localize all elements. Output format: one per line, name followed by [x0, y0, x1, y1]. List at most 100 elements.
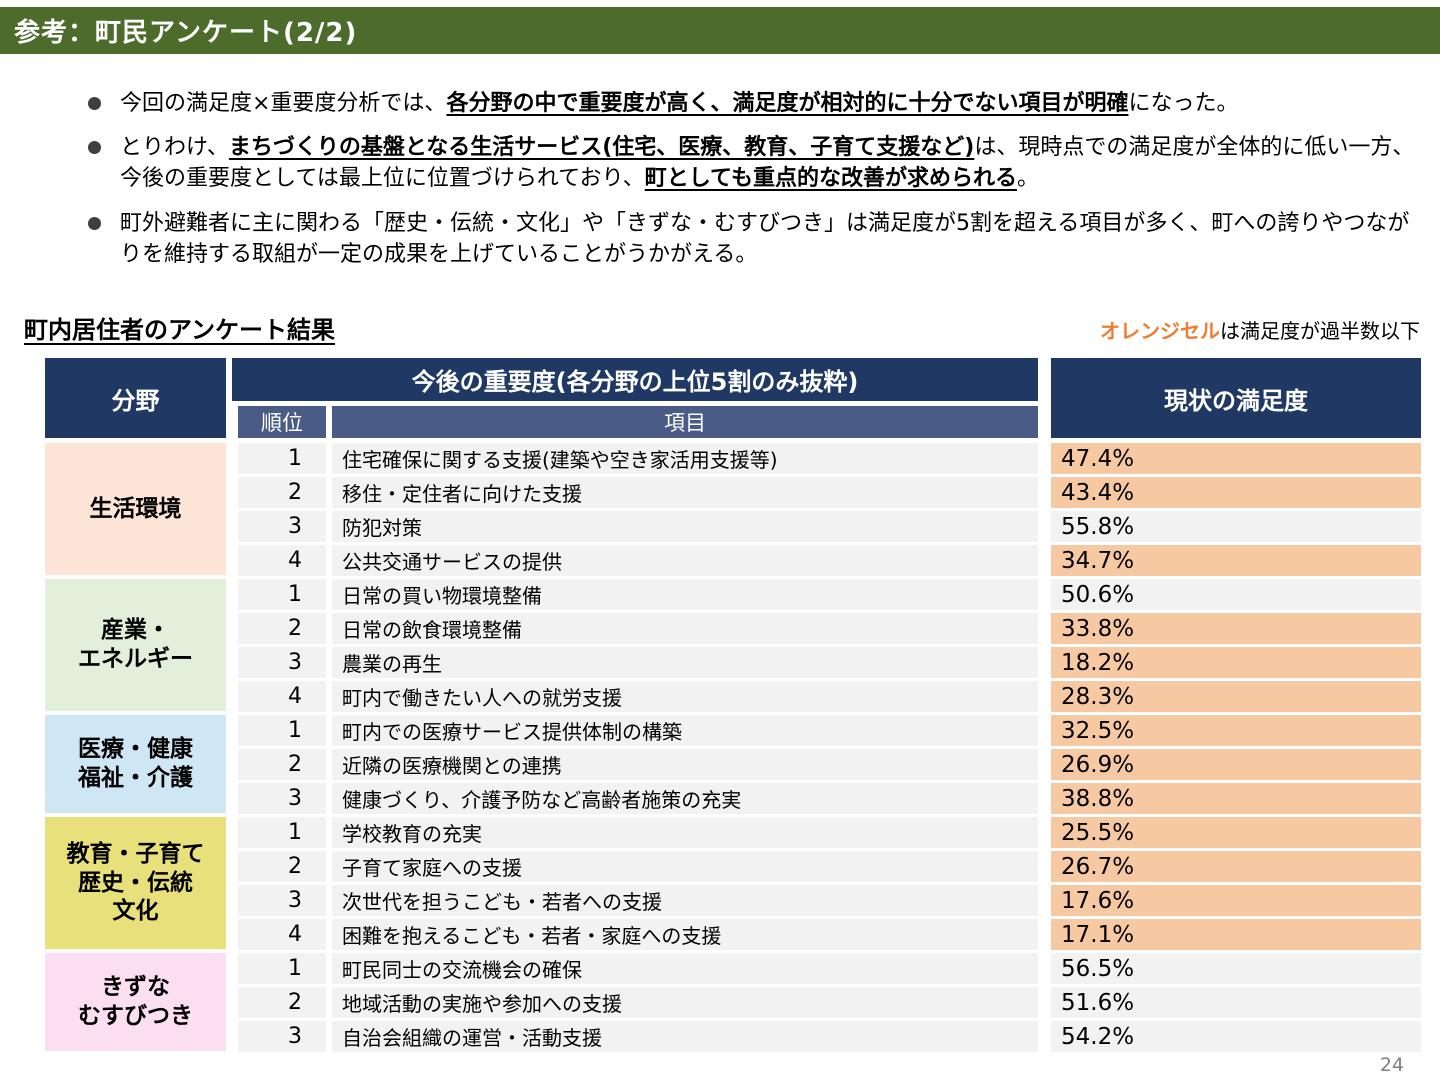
satisfaction-cell: 33.8%	[1038, 613, 1422, 647]
satisfaction-cell: 47.4%	[1038, 443, 1422, 477]
item-cell: 困難を抱えるこども・若者・家庭への支援	[332, 919, 1039, 953]
rank-cell: 4	[232, 545, 332, 579]
item-cell: 地域活動の実施や参加への支援	[332, 987, 1039, 1021]
header-row-sub: 順位 項目	[45, 406, 1421, 443]
category-cell: 産業・ エネルギー	[45, 579, 232, 715]
rank-cell: 1	[232, 817, 332, 851]
slide-title-bar: 参考：町民アンケート(2/2)	[0, 7, 1440, 54]
item-cell: 町内での医療サービス提供体制の構築	[332, 715, 1039, 749]
item-cell: 公共交通サービスの提供	[332, 545, 1039, 579]
table-header-row: 町内居住者のアンケート結果 オレンジセルは満足度が過半数以下	[24, 310, 1420, 345]
bullet-emphasis-segment: 各分野の中で重要度が高く、満足度が相対的に十分でない項目が明確	[446, 91, 1129, 116]
satisfaction-cell: 26.9%	[1038, 749, 1422, 783]
bullet-item: 町外避難者に主に関わる「歴史・伝統・文化」や「きずな・むすびつき」は満足度が5割…	[88, 208, 1420, 270]
item-cell: 日常の飲食環境整備	[332, 613, 1039, 647]
table-row: きずな むすびつき 1 町民同士の交流機会の確保 56.5%	[45, 953, 1422, 1055]
rank-cell: 1	[232, 579, 332, 613]
item-cell: 健康づくり、介護予防など高齢者施策の充実	[332, 783, 1039, 817]
item-cell: 子育て家庭への支援	[332, 851, 1039, 885]
table-row: 医療・健康 福祉・介護 1 町内での医療サービス提供体制の構築 32.5%	[45, 715, 1422, 817]
bullet-emphasis-segment: 町としても重点的な改善が求められる	[644, 166, 1017, 192]
bullet-text: 今回の満足度×重要度分析では、各分野の中で重要度が高く、満足度が相対的に十分でな…	[120, 88, 1238, 119]
item-cell: 町民同士の交流機会の確保	[332, 953, 1039, 987]
satisfaction-cell: 54.2%	[1038, 1021, 1422, 1055]
bullet-item: とりわけ、まちづくりの基盤となる生活サービス(住宅、医療、教育、子育て支援など)…	[88, 132, 1420, 194]
category-cell: 医療・健康 福祉・介護	[45, 715, 232, 817]
item-cell: 防犯対策	[332, 511, 1039, 545]
column-header-importance: 今後の重要度(各分野の上位5割のみ抜粋)	[232, 358, 1039, 406]
column-header-item: 項目	[332, 406, 1039, 443]
satisfaction-cell: 26.7%	[1038, 851, 1422, 885]
table-row: 3 自治会組織の運営・活動支援 54.2%	[45, 1021, 1422, 1055]
rank-cell: 2	[232, 613, 332, 647]
rank-cell: 1	[232, 443, 332, 477]
rank-cell: 2	[232, 477, 332, 511]
satisfaction-cell: 38.8%	[1038, 783, 1422, 817]
rank-cell: 2	[232, 987, 332, 1021]
table-row: 4 困難を抱えるこども・若者・家庭への支援 17.1%	[45, 919, 1422, 953]
item-cell: 近隣の医療機関との連携	[332, 749, 1039, 783]
satisfaction-cell: 25.5%	[1038, 817, 1422, 851]
bullet-segment: 。	[1016, 166, 1039, 192]
table-row: 3 防犯対策 55.8%	[45, 511, 1422, 545]
table-row: 4 町内で働きたい人への就労支援 28.3%	[45, 681, 1422, 715]
rank-cell: 3	[232, 1021, 332, 1055]
bullet-text: 町外避難者に主に関わる「歴史・伝統・文化」や「きずな・むすびつき」は満足度が5割…	[120, 208, 1420, 270]
table-row: 2 移住・定住者に向けた支援 43.4%	[45, 477, 1422, 511]
column-header-category: 分野	[45, 358, 232, 443]
table-row: 3 農業の再生 18.2%	[45, 647, 1422, 681]
satisfaction-cell: 28.3%	[1038, 681, 1422, 715]
bullet-segment: は、現時点での満足度が全体的に低い一方、今後の重要度としては最上位に位置づけられ…	[120, 135, 1415, 192]
rank-cell: 2	[232, 851, 332, 885]
legend-orange-text: オレンジセル	[1100, 319, 1220, 343]
rank-cell: 2	[232, 749, 332, 783]
satisfaction-cell: 34.7%	[1038, 545, 1422, 579]
item-cell: 農業の再生	[332, 647, 1039, 681]
legend-note: オレンジセルは満足度が過半数以下	[1100, 315, 1420, 344]
item-cell: 次世代を担うこども・若者への支援	[332, 885, 1039, 919]
summary-bullets: 今回の満足度×重要度分析では、各分野の中で重要度が高く、満足度が相対的に十分でな…	[88, 88, 1420, 283]
rank-cell: 4	[232, 681, 332, 715]
satisfaction-cell: 17.6%	[1038, 885, 1422, 919]
column-header-rank: 順位	[232, 406, 332, 443]
bullet-segment: 今回の満足度×重要度分析では、	[120, 91, 447, 116]
item-cell: 自治会組織の運営・活動支援	[332, 1021, 1039, 1055]
bullet-segment: になった。	[1128, 91, 1239, 116]
satisfaction-cell: 55.8%	[1038, 511, 1422, 545]
bullet-marker-icon	[88, 97, 101, 110]
bullet-segment: 町外避難者に主に関わる「歴史・伝統・文化」や「きずな・むすびつき」は満足度が5割…	[120, 210, 1410, 267]
column-header-satisfaction: 現状の満足度	[1038, 358, 1422, 443]
header-row-main: 分野 今後の重要度(各分野の上位5割のみ抜粋) 現状の満足度	[45, 358, 1422, 443]
satisfaction-cell: 43.4%	[1038, 477, 1422, 511]
item-cell: 移住・定住者に向けた支援	[332, 477, 1039, 511]
table-row: 産業・ エネルギー 1 日常の買い物環境整備 50.6%	[45, 579, 1422, 715]
section-heading: 町内居住者のアンケート結果	[24, 316, 336, 344]
bullet-marker-icon	[88, 216, 101, 230]
satisfaction-cell: 51.6%	[1038, 987, 1422, 1021]
table-row: 4 公共交通サービスの提供 34.7%	[45, 545, 1422, 579]
table-row: 2 近隣の医療機関との連携 26.9%	[45, 749, 1422, 783]
bullet-emphasis-segment: まちづくりの基盤となる生活サービス(住宅、医療、教育、子育て支援など)	[228, 135, 975, 161]
satisfaction-cell: 17.1%	[1038, 919, 1422, 953]
rank-cell: 3	[232, 511, 332, 545]
rank-cell: 3	[232, 783, 332, 817]
table-row: 教育・子育て 歴史・伝統 文化 1 学校教育の充実 25.5%	[45, 817, 1422, 953]
satisfaction-cell: 32.5%	[1038, 715, 1422, 749]
item-cell: 町内で働きたい人への就労支援	[332, 681, 1039, 715]
category-cell: きずな むすびつき	[45, 953, 232, 1055]
table-row: 3 健康づくり、介護予防など高齢者施策の充実 38.8%	[45, 783, 1422, 817]
table-row: 生活環境 1 住宅確保に関する支援(建築や空き家活用支援等) 47.4%	[45, 443, 1422, 579]
table-row: 2 日常の飲食環境整備 33.8%	[45, 613, 1422, 647]
category-cell: 教育・子育て 歴史・伝統 文化	[45, 817, 232, 953]
rank-cell: 1	[232, 953, 332, 987]
rank-cell: 1	[232, 715, 332, 749]
rank-cell: 3	[232, 885, 332, 919]
item-cell: 住宅確保に関する支援(建築や空き家活用支援等)	[332, 443, 1039, 477]
satisfaction-cell: 50.6%	[1038, 579, 1422, 613]
table-row: 3 次世代を担うこども・若者への支援 17.6%	[45, 885, 1422, 919]
bullet-item: 今回の満足度×重要度分析では、各分野の中で重要度が高く、満足度が相対的に十分でな…	[88, 88, 1420, 119]
item-cell: 学校教育の充実	[332, 817, 1039, 851]
bullet-segment: とりわけ、	[120, 135, 229, 161]
rank-cell: 4	[232, 919, 332, 953]
rank-cell: 3	[232, 647, 332, 681]
